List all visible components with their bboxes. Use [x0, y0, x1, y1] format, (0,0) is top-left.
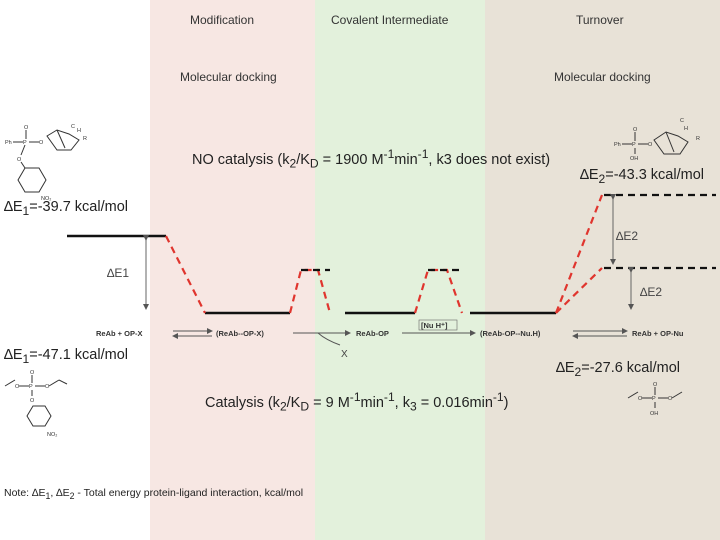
svg-text:P: P: [632, 142, 636, 148]
product-bottom-right: O P O O OH: [627, 382, 683, 417]
de2-lower-label: ∆E2: [640, 285, 662, 299]
svg-text:Ph: Ph: [5, 140, 12, 146]
svg-text:O: O: [653, 382, 658, 388]
leaving-group-arrow: [317, 332, 341, 346]
header-covalent-intermediate: Covalent Intermediate: [331, 13, 449, 27]
svg-text:C: C: [71, 124, 75, 130]
leaving-group-x: X: [341, 349, 348, 360]
path-up-high: [554, 194, 604, 314]
path-up-low: [555, 267, 603, 314]
svg-text:OH: OH: [650, 411, 658, 417]
svg-text:P: P: [652, 396, 656, 402]
svg-text:Ph: Ph: [614, 142, 621, 148]
note-text: Note: ∆E1, ∆E2 - Total energy protein-li…: [4, 487, 304, 502]
de1-label: ∆E1: [107, 266, 129, 280]
ligand-bottom-left: O P O O O NO₂: [4, 370, 68, 438]
state-complex-1: (ReAb--OP-X): [216, 329, 264, 338]
svg-text:O: O: [24, 125, 29, 131]
turnover-band: [485, 0, 720, 540]
svg-text:O: O: [633, 127, 638, 133]
svg-text:O: O: [39, 140, 44, 146]
svg-text:O: O: [30, 370, 35, 376]
svg-text:C: C: [680, 118, 684, 124]
state-reactants: ReAb + OP-X: [96, 329, 142, 338]
ligand-top-left: Ph P O O O NO₂ C H R: [5, 124, 87, 202]
svg-text:P: P: [29, 384, 33, 390]
svg-text:H: H: [684, 126, 688, 132]
svg-text:H: H: [77, 128, 81, 134]
product-top-right: Ph P O OH O C H R: [614, 118, 700, 162]
header-modification: Modification: [190, 13, 255, 27]
docking-label-left: Molecular docking: [180, 70, 277, 84]
svg-text:O: O: [668, 396, 673, 402]
svg-text:R: R: [696, 136, 700, 142]
path-ts2: [288, 268, 332, 314]
modification-band: [150, 0, 315, 540]
delta-e2-bottom: ∆E2=-27.6 kcal/mol: [556, 360, 680, 379]
header-turnover: Turnover: [576, 13, 624, 27]
catalysis-text: Catalysis (k2/KD = 9 M-1min-1, k3 = 0.01…: [205, 390, 509, 414]
path-ts1: [165, 235, 206, 314]
svg-text:OH: OH: [630, 156, 638, 162]
state-complex-2: (ReAb-OP--Nu.H): [480, 329, 541, 338]
no-catalysis-text: NO catalysis (k2/KD = 1900 M-1min-1, k3 …: [192, 147, 551, 171]
svg-text:NO₂: NO₂: [41, 196, 51, 202]
svg-text:P: P: [23, 140, 27, 146]
state-products: ReAb + OP-Nu: [632, 329, 684, 338]
svg-text:NO₂: NO₂: [47, 432, 57, 438]
nucleophile-box: [418, 319, 458, 331]
state-covalent: ReAb-OP: [356, 329, 389, 338]
svg-text:O: O: [17, 157, 22, 163]
svg-text:O: O: [30, 398, 35, 404]
path-ts3: [413, 268, 464, 314]
svg-text:O: O: [648, 142, 653, 148]
docking-label-right: Molecular docking: [554, 70, 651, 84]
svg-text:O: O: [638, 396, 643, 402]
de2-upper-label: ∆E2: [616, 229, 638, 243]
state-nucleophile: [Nu H⁺]: [421, 321, 448, 330]
delta-e2-top: ∆E2=-43.3 kcal/mol: [580, 167, 704, 186]
delta-e1-bottom: ∆E1=-47.1 kcal/mol: [4, 347, 128, 366]
delta-e1-top: ∆E1=-39.7 kcal/mol: [4, 199, 128, 218]
svg-text:R: R: [83, 136, 87, 142]
svg-text:O: O: [45, 384, 50, 390]
svg-text:O: O: [15, 384, 20, 390]
